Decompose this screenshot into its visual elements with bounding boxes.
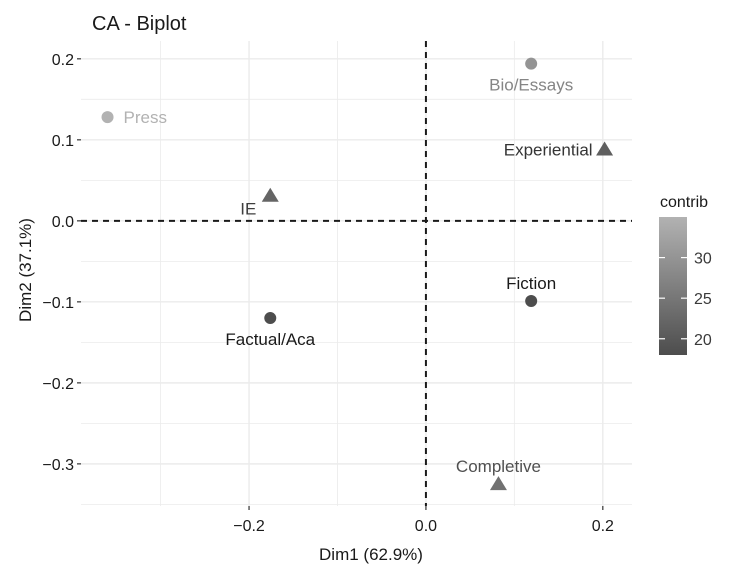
y-tick-label: −0.2 xyxy=(42,376,74,393)
point-triangle xyxy=(489,476,507,491)
legend-colorbar xyxy=(659,217,687,355)
y-tick-label: 0.2 xyxy=(52,52,74,69)
legend-tick-label: 20 xyxy=(694,332,712,349)
x-tick-label: 0.0 xyxy=(415,518,437,535)
y-tick-label: 0.0 xyxy=(52,214,74,231)
point-label: Press xyxy=(124,108,167,127)
point-label: IE xyxy=(240,200,256,219)
point-circle xyxy=(101,111,114,124)
x-axis-title: Dim1 (62.9%) xyxy=(319,545,423,564)
point-label: Factual/Aca xyxy=(225,330,315,349)
point-label: Bio/Essays xyxy=(489,76,573,95)
y-tick-label: −0.1 xyxy=(42,295,74,312)
point-label: Completive xyxy=(456,457,541,476)
point-triangle xyxy=(261,187,279,202)
y-tick-label: −0.3 xyxy=(42,457,74,474)
data-points xyxy=(101,57,614,491)
point-label: Fiction xyxy=(506,274,556,293)
point-circle xyxy=(525,295,538,308)
point-label: Experiential xyxy=(504,141,593,160)
x-tick-label: −0.2 xyxy=(233,518,265,535)
legend-ticks: 20 25 30 xyxy=(659,251,712,349)
axis-ticks: −0.2 0.0 0.2 −0.3 −0.2 −0.1 0.0 0.1 0.2 xyxy=(42,52,614,535)
chart-title: CA - Biplot xyxy=(92,13,187,35)
point-triangle xyxy=(596,141,614,156)
point-circle xyxy=(525,57,538,70)
reference-lines xyxy=(81,41,632,506)
x-tick-label: 0.2 xyxy=(592,518,614,535)
y-tick-label: 0.1 xyxy=(52,133,74,150)
point-circle xyxy=(264,312,277,325)
legend-title: contrib xyxy=(660,194,708,211)
y-axis-title: Dim2 (37.1%) xyxy=(16,218,35,322)
contrib-legend: contrib 20 25 30 xyxy=(659,194,712,355)
point-labels: Bio/Essays Press Fiction Factual/Aca Experie… xyxy=(124,76,593,476)
legend-tick-label: 30 xyxy=(694,251,712,268)
legend-tick-label: 25 xyxy=(694,291,712,308)
